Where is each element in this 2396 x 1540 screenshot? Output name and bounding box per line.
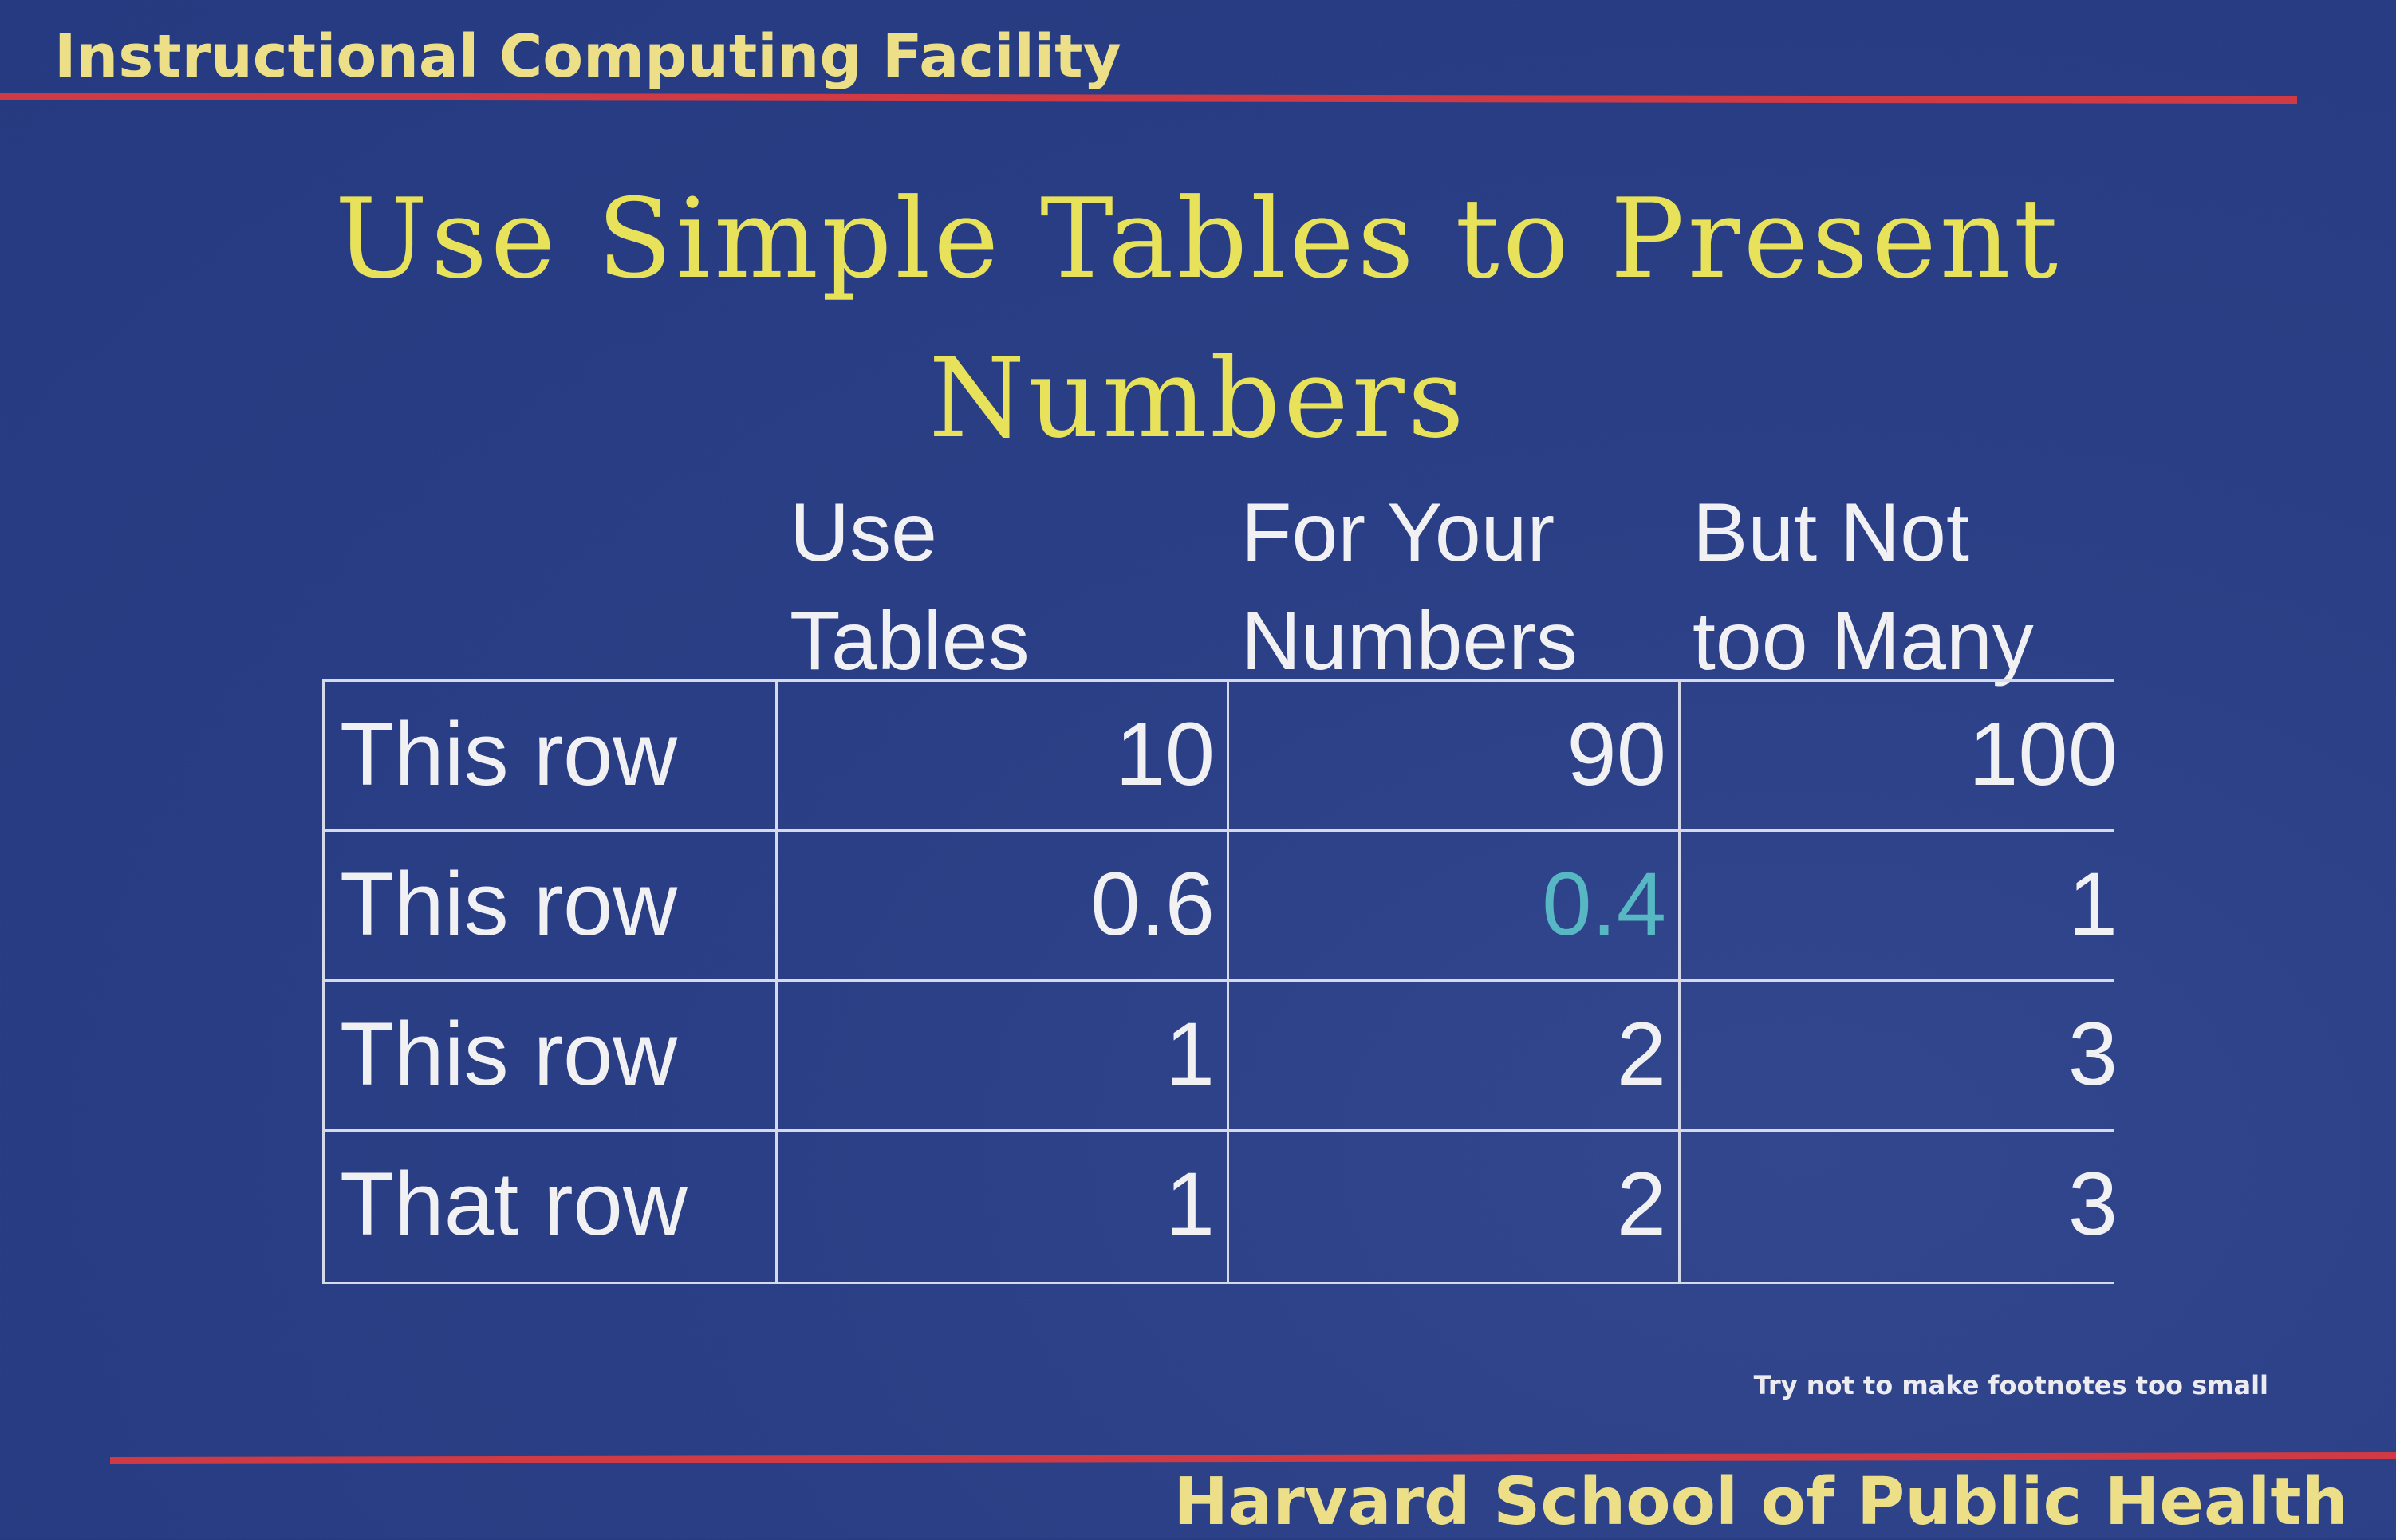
column-header-for-your-numbers: For Your Numbers xyxy=(1241,479,1578,695)
table-border-bottom xyxy=(322,1282,2114,1284)
table-column-divider xyxy=(775,679,778,1284)
table-cell: 3 xyxy=(2067,1154,2118,1254)
column-header-but-not-too-many: But Not too Many xyxy=(1693,479,2034,695)
footnote: Try not to make footnotes too small xyxy=(1753,1370,2268,1400)
column-header-line: But Not xyxy=(1693,486,1969,579)
table-cell: 0.6 xyxy=(1090,854,1215,954)
table-cell-highlighted: 0.4 xyxy=(1542,854,1666,954)
column-header-line: Tables xyxy=(790,595,1030,687)
table-cell: 1 xyxy=(1165,1004,1215,1104)
table-row-divider xyxy=(322,1129,2114,1132)
slide-title-line-2: Numbers xyxy=(928,334,1468,463)
row-label: That row xyxy=(340,1154,688,1254)
header-divider xyxy=(0,93,2298,104)
column-header-line: Numbers xyxy=(1241,595,1578,687)
table-row-divider xyxy=(322,829,2114,832)
table-column-divider xyxy=(1227,679,1229,1284)
row-label: This row xyxy=(340,1004,678,1104)
column-header-use-tables: Use Tables xyxy=(790,479,1030,695)
table-cell: 100 xyxy=(1968,704,2118,804)
column-header-line: For Your xyxy=(1241,486,1555,579)
table-cell: 2 xyxy=(1616,1154,1666,1254)
table-cell: 1 xyxy=(1165,1154,1215,1254)
table-cell: 2 xyxy=(1616,1004,1666,1104)
table-border-left xyxy=(322,679,325,1284)
header-title: Instructional Computing Facility xyxy=(54,22,1121,91)
row-label: This row xyxy=(340,704,678,804)
footer-title: Harvard School of Public Health xyxy=(1173,1464,2348,1540)
table-row-divider xyxy=(322,979,2114,982)
slide-title-line-1: Use Simple Tables to Present xyxy=(334,175,2062,303)
table-cell: 10 xyxy=(1115,704,1215,804)
column-header-line: too Many xyxy=(1693,595,2034,687)
column-header-line: Use xyxy=(790,486,937,579)
table-border-top xyxy=(322,679,2114,682)
table-cell: 90 xyxy=(1566,704,1666,804)
table-cell: 1 xyxy=(2067,854,2118,954)
table-column-divider xyxy=(1678,679,1681,1284)
slide-title: Use Simple Tables to Present Numbers xyxy=(0,160,2396,479)
table-cell: 3 xyxy=(2067,1004,2118,1104)
footer-divider xyxy=(109,1451,2396,1464)
row-label: This row xyxy=(340,854,678,954)
